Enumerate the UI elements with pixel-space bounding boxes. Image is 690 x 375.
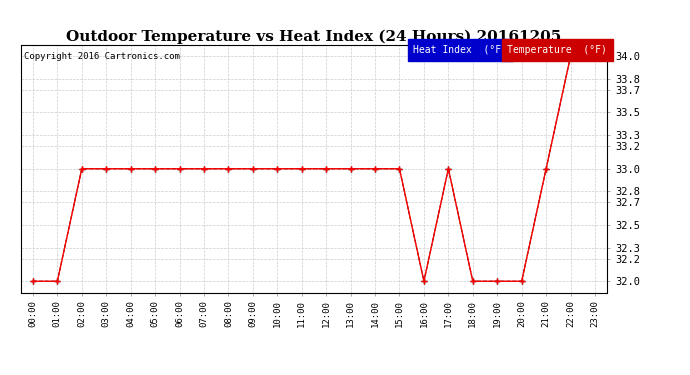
Text: Copyright 2016 Cartronics.com: Copyright 2016 Cartronics.com bbox=[23, 53, 179, 62]
Title: Outdoor Temperature vs Heat Index (24 Hours) 20161205: Outdoor Temperature vs Heat Index (24 Ho… bbox=[66, 30, 562, 44]
